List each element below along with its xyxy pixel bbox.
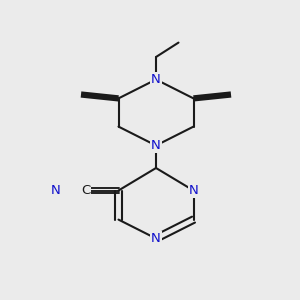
- Text: N: N: [151, 73, 161, 86]
- Text: N: N: [189, 184, 198, 197]
- Text: N: N: [151, 139, 161, 152]
- Text: N: N: [51, 184, 60, 197]
- Text: C: C: [81, 184, 90, 197]
- Text: N: N: [151, 232, 161, 245]
